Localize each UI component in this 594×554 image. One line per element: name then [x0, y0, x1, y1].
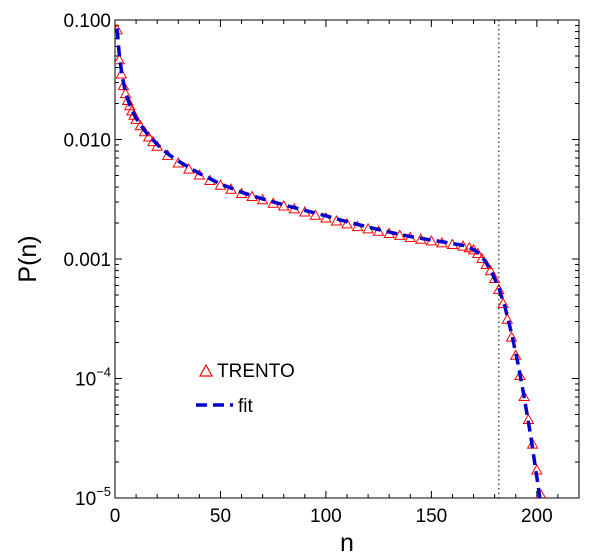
legend: TRENTO fit	[196, 361, 295, 417]
x-tick-label: 200	[521, 506, 553, 527]
trento-point	[497, 297, 509, 309]
plot-area	[115, 23, 547, 498]
y-tick-label-exponent: −5	[96, 484, 111, 499]
y-tick-label: 10−5	[75, 484, 111, 510]
y-axis-title: P(n)	[14, 235, 42, 282]
y-tick-label: 10−4	[75, 365, 111, 391]
legend-label-trento: TRENTO	[217, 361, 295, 382]
trento-point	[182, 163, 195, 174]
trento-point	[518, 390, 531, 402]
trento-point	[142, 130, 155, 142]
trento-point	[246, 190, 258, 202]
trento-point	[309, 209, 322, 220]
y-tick-label-base: 10	[75, 370, 96, 391]
x-axis-title: n	[340, 529, 354, 554]
y-tick-label-base: 10	[75, 489, 96, 510]
x-tick-label: 100	[310, 506, 342, 527]
trento-point	[214, 179, 227, 190]
fit-line	[115, 28, 542, 498]
trento-point	[115, 67, 128, 79]
y-tick-label: 0.001	[63, 250, 111, 271]
legend-marker-trento	[198, 363, 214, 377]
y-tick-label: 0.010	[63, 131, 111, 152]
x-tick-label: 50	[210, 506, 231, 527]
x-tick-label: 150	[416, 506, 448, 527]
plot-frame	[114, 19, 580, 499]
y-tick-label: 0.100	[63, 11, 111, 32]
trento-point	[341, 217, 353, 229]
x-tick-label: 0	[110, 506, 121, 527]
y-tick-label-exponent: −4	[96, 365, 111, 380]
trento-point	[471, 247, 484, 259]
legend-label-fit: fit	[238, 396, 254, 417]
trento-point	[484, 264, 497, 276]
trento-point	[393, 229, 406, 240]
